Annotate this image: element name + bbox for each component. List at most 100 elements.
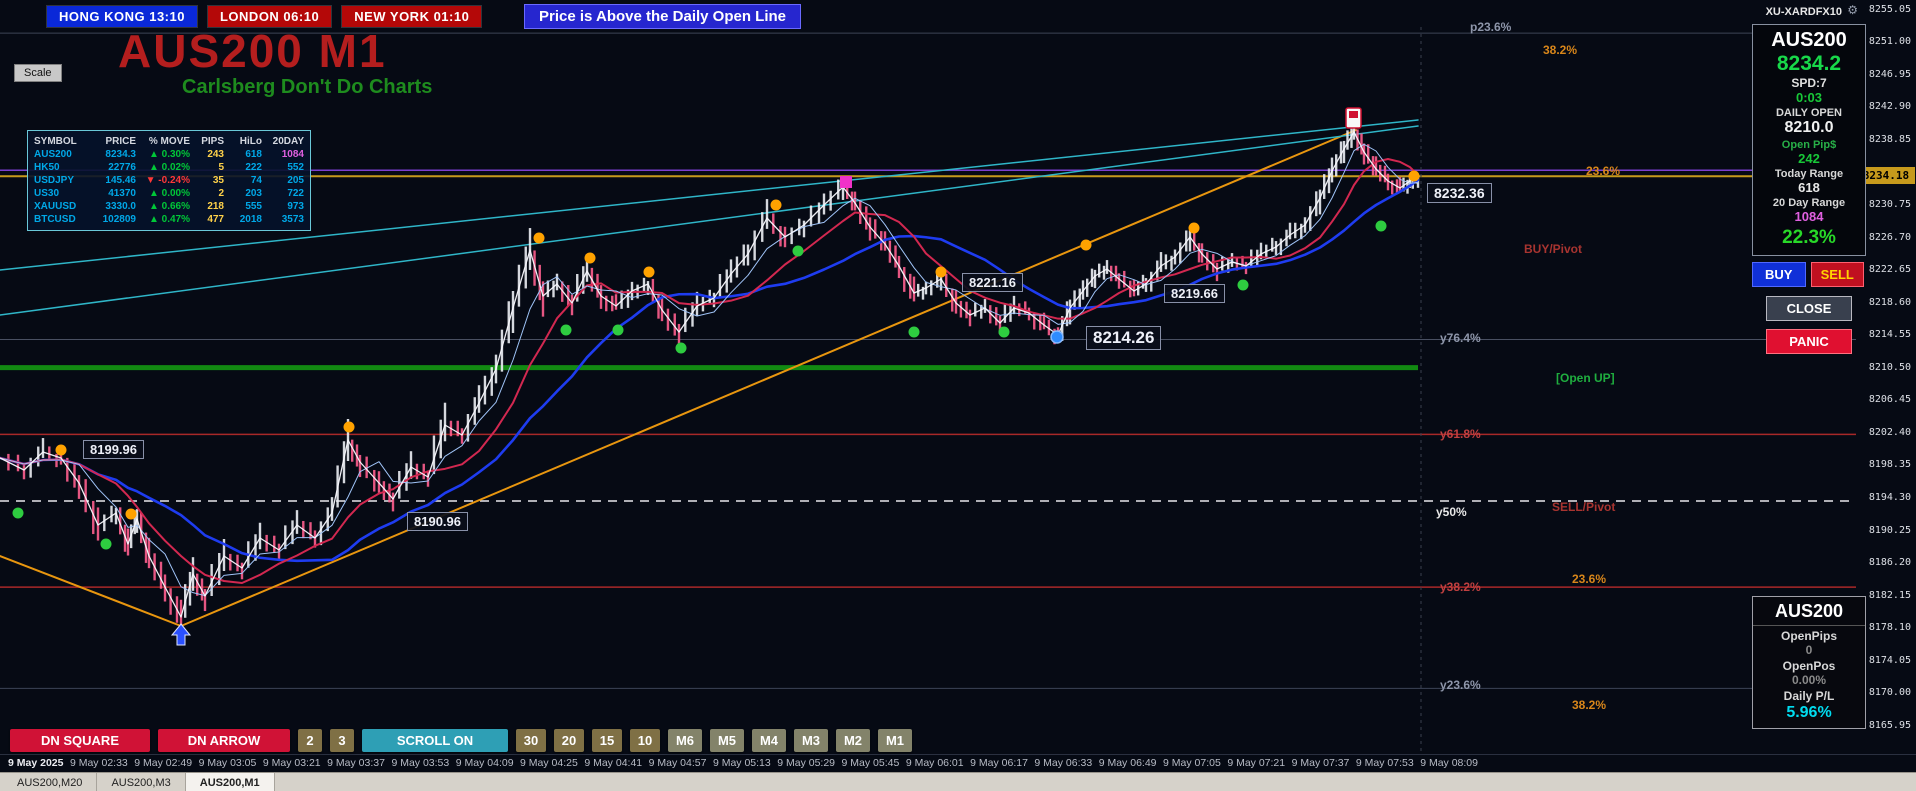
watchlist-row[interactable]: BTCUSD 102809 ▲ 0.47% 477 2018 3573 <box>34 213 304 226</box>
watchlist-header-cell: % MOVE <box>148 136 190 147</box>
current-price-marker: 8234.18 <box>1857 167 1915 185</box>
today-range-value: 618 <box>1798 180 1820 195</box>
time-axis-separator <box>0 754 1916 755</box>
price-tag: 8190.96 <box>407 512 468 531</box>
gear-icon[interactable]: ⚙ <box>1847 3 1858 17</box>
toolbar-button-m6[interactable]: M6 <box>668 729 702 752</box>
watchlist-price: 41370 <box>108 188 136 199</box>
open-pos-title: OpenPos <box>1782 659 1836 673</box>
chart-graphic <box>584 252 596 264</box>
range20-value: 1084 <box>1794 209 1824 224</box>
chart-graphic <box>1375 220 1387 232</box>
status-banner: Price is Above the Daily Open Line <box>524 4 802 29</box>
daily-pl-title: Daily P/L <box>1783 689 1835 703</box>
chart-graphic <box>125 508 137 520</box>
scale-button[interactable]: Scale <box>14 64 62 82</box>
toolbar-button-2[interactable]: 2 <box>298 729 322 752</box>
world-clock-1: LONDON 06:10 <box>206 5 333 28</box>
watchlist-hilo: 2018 <box>239 214 262 225</box>
price-scale-tick: 8226.70 <box>1868 231 1911 243</box>
fib-label: y38.2% <box>1440 580 1481 594</box>
fib-label: y61.8% <box>1440 427 1481 441</box>
license-badge: XU-XARDFX10 <box>1765 6 1842 18</box>
world-clock-0: HONG KONG 13:10 <box>46 5 198 28</box>
time-axis-label: 9 May 07:05 <box>1163 757 1221 769</box>
price-scale-tick: 8186.20 <box>1868 557 1911 569</box>
watchlist-row[interactable]: US30 41370 ▲ 0.00% 2 203 722 <box>34 187 304 200</box>
time-axis-label: 9 May 05:45 <box>841 757 900 769</box>
time-axis-label: 9 May 07:53 <box>1355 757 1414 769</box>
price-scale-tick: 8238.85 <box>1868 133 1911 145</box>
toolbar-button-m2[interactable]: M2 <box>836 729 870 752</box>
watchlist-pips: 2 <box>218 188 224 199</box>
price-scale-tick: 8202.40 <box>1868 426 1911 438</box>
watchlist-20day: 722 <box>287 188 304 199</box>
watchlist-header: SYMBOL PRICE % MOVE PIPS HiLo 20DAY <box>34 135 304 148</box>
open-pips-label: Open Pip$ <box>1781 139 1837 151</box>
toolbar-button-3[interactable]: 3 <box>330 729 354 752</box>
watchlist-symbol: XAUUSD <box>34 201 77 212</box>
price-scale-tick: 8170.00 <box>1868 687 1911 699</box>
watchlist-row[interactable]: AUS200 8234.3 ▲ 0.30% 243 618 1084 <box>34 148 304 161</box>
sell-button[interactable]: SELL <box>1810 262 1864 287</box>
toolbar-button-m3[interactable]: M3 <box>794 729 828 752</box>
time-axis-label: 9 May 03:05 <box>198 757 257 769</box>
watchlist-price: 22776 <box>108 162 136 173</box>
panic-button[interactable]: PANIC <box>1766 329 1852 354</box>
time-axis-label: 9 May 05:29 <box>777 757 836 769</box>
price-scale-tick: 8222.65 <box>1868 264 1911 276</box>
time-axis[interactable]: 9 May 2025 9 May 02:33 9 May 02:49 9 May 03… <box>0 757 1486 769</box>
watchlist-hilo: 222 <box>245 162 262 173</box>
buy-button[interactable]: BUY <box>1752 262 1806 287</box>
toolbar-button-dn-arrow[interactable]: DN ARROW <box>158 729 290 752</box>
chart-graphic <box>0 178 1420 563</box>
close-button[interactable]: CLOSE <box>1766 296 1852 321</box>
chart-tab-aus200-m3[interactable]: AUS200,M3 <box>97 773 186 791</box>
watchlist-pips: 243 <box>207 149 224 160</box>
chart-graphic <box>170 623 192 646</box>
watchlist-symbol: BTCUSD <box>34 214 76 225</box>
toolbar-button-30[interactable]: 30 <box>516 729 546 752</box>
watchlist-symbol: USDJPY <box>34 175 75 186</box>
time-axis-label: 9 May 06:49 <box>1098 757 1157 769</box>
watchlist-row[interactable]: USDJPY 145.46 ▼ -0.24% 35 74 205 <box>34 174 304 187</box>
toolbar-button-scroll-on[interactable]: SCROLL ON <box>362 729 508 752</box>
watchlist-header-cell: PIPS <box>201 136 224 147</box>
chart-tab-aus200-m20[interactable]: AUS200,M20 <box>3 773 98 791</box>
chart-graphic <box>12 507 24 519</box>
chart-graphic <box>643 266 655 278</box>
fib-label: 23.6% <box>1572 572 1607 586</box>
toolbar-button-m4[interactable]: M4 <box>752 729 786 752</box>
pl-panel: AUS200 OpenPips 0 OpenPos 0.00% Daily P/… <box>1752 596 1866 729</box>
price-scale-tick: 8182.15 <box>1868 589 1911 601</box>
toolbar-button-20[interactable]: 20 <box>554 729 584 752</box>
fib-label: p23.6% <box>1470 20 1512 34</box>
toolbar-button-15[interactable]: 15 <box>592 729 622 752</box>
price-scale-tick: 8198.35 <box>1868 459 1911 471</box>
chart-graphic <box>1080 239 1092 251</box>
time-axis-label: 9 May 02:49 <box>134 757 193 769</box>
watchlist-symbol: US30 <box>34 188 60 199</box>
watchlist-table[interactable]: SYMBOL PRICE % MOVE PIPS HiLo 20DAY AUS200 8234… <box>27 130 311 231</box>
toolbar-button-dn-square[interactable]: DN SQUARE <box>10 729 150 752</box>
toolbar-button-10[interactable]: 10 <box>630 729 660 752</box>
chart-graphic <box>935 266 947 278</box>
watchlist-row[interactable]: HK50 22776 ▲ 0.02% 5 222 552 <box>34 161 304 174</box>
watchlist-header-cell: SYMBOL <box>34 136 77 147</box>
watchlist-hilo: 74 <box>250 175 262 186</box>
chart-tab-aus200-m1[interactable]: AUS200,M1 <box>185 773 275 791</box>
chart-graphic <box>840 176 852 188</box>
watchlist-price: 145.46 <box>105 175 136 186</box>
fib-label: y50% <box>1436 505 1467 519</box>
chart-subtitle: Carlsberg Don't Do Charts <box>182 76 433 98</box>
chart-graphic <box>998 326 1010 338</box>
watchlist-price: 102809 <box>102 214 136 225</box>
toolbar-button-m5[interactable]: M5 <box>710 729 744 752</box>
toolbar-button-m1[interactable]: M1 <box>878 729 912 752</box>
watchlist-move: ▼ -0.24% <box>145 175 190 186</box>
open-pos-amount: 0.00% <box>1791 673 1827 687</box>
daily-open-label: DAILY OPEN <box>1775 107 1843 119</box>
watchlist-row[interactable]: XAUUSD 3330.0 ▲ 0.66% 218 555 973 <box>34 200 304 213</box>
